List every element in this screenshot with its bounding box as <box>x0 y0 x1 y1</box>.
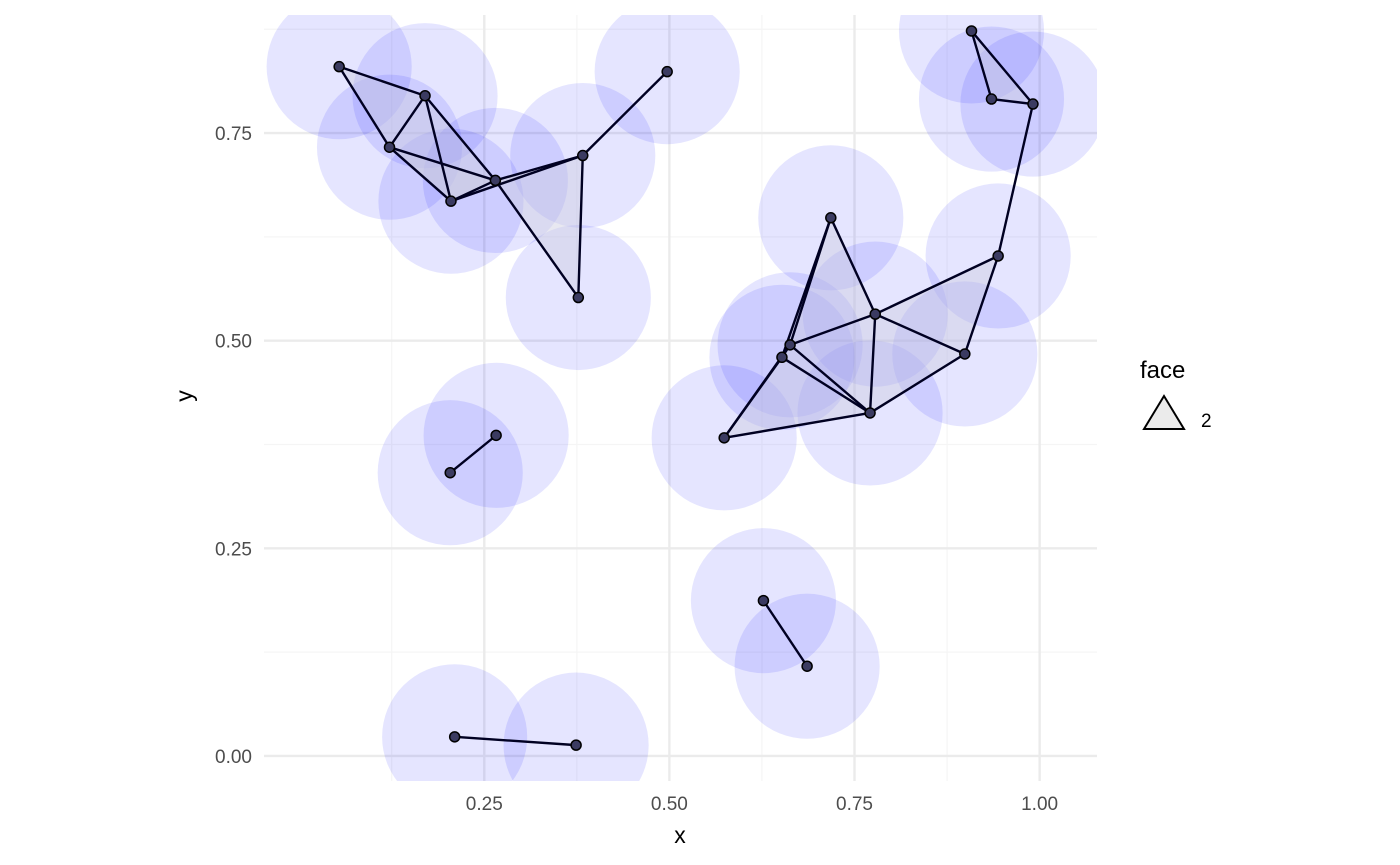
data-point <box>776 351 788 364</box>
ball <box>382 664 528 781</box>
edge <box>577 154 584 299</box>
edge <box>874 312 967 356</box>
y-tick-label: 0.25 <box>215 539 252 560</box>
ball <box>898 15 1045 104</box>
data-point <box>825 212 837 224</box>
y-tick-label: 0.00 <box>215 747 252 768</box>
data-point <box>661 65 673 78</box>
data-point <box>985 93 998 105</box>
edge <box>388 146 497 182</box>
data-point <box>570 739 582 751</box>
data-point <box>577 149 589 162</box>
data-point <box>572 291 585 304</box>
y-tick-label: 0.75 <box>215 124 252 145</box>
face-triangle <box>790 314 876 413</box>
edge <box>996 102 1035 258</box>
edge <box>388 94 427 149</box>
data-point <box>383 141 396 153</box>
edge <box>423 94 497 182</box>
edge <box>963 254 1000 356</box>
ball <box>594 15 740 145</box>
face-triangle <box>781 344 871 413</box>
data-point <box>801 660 813 672</box>
x-tick-label: 1.00 <box>1021 794 1058 815</box>
x-tick-label: 0.25 <box>466 794 503 815</box>
edge <box>449 434 498 474</box>
legend-title: face <box>1140 357 1185 384</box>
edge <box>788 312 877 347</box>
face-triangle <box>495 155 583 298</box>
edge <box>494 154 584 182</box>
edge <box>990 97 1035 106</box>
face-triangle <box>870 314 965 413</box>
edge <box>788 343 872 415</box>
data-point <box>757 594 770 607</box>
edge <box>581 70 669 157</box>
data-point <box>992 250 1004 262</box>
data-point <box>784 339 796 351</box>
legend: face 2 <box>1140 357 1212 432</box>
edge <box>970 29 1035 106</box>
face-triangle <box>389 147 496 202</box>
edge <box>494 179 580 299</box>
legend-key-triangle <box>1142 394 1186 430</box>
edge <box>449 154 584 203</box>
edge <box>722 411 872 440</box>
ball <box>266 15 412 140</box>
face-triangle <box>339 66 426 148</box>
edge <box>337 65 427 97</box>
edge <box>780 356 872 415</box>
point-layer <box>333 25 1039 751</box>
edge <box>423 94 453 203</box>
data-point <box>490 429 502 442</box>
y-axis-ticks: 0.00 0.25 0.50 0.75 <box>215 124 252 768</box>
edge <box>788 216 833 347</box>
x-axis-ticks: 0.25 0.50 0.75 1.00 <box>466 794 1058 815</box>
data-point <box>444 466 456 479</box>
edge <box>453 735 578 747</box>
legend-label: 2 <box>1201 411 1212 432</box>
x-tick-label: 0.75 <box>836 794 873 815</box>
y-axis-title: y <box>171 390 197 402</box>
edge-layer <box>337 29 1035 747</box>
face-triangle <box>389 95 451 202</box>
edge <box>762 599 809 668</box>
edge <box>388 146 453 203</box>
data-point <box>965 25 978 37</box>
data-point <box>1027 98 1039 110</box>
edge <box>337 65 391 149</box>
minor-grid <box>264 15 1097 781</box>
data-point <box>959 348 971 360</box>
major-grid <box>264 15 1097 781</box>
edge <box>874 254 1000 316</box>
data-point <box>448 731 461 743</box>
x-tick-label: 0.50 <box>651 794 688 815</box>
data-point <box>445 195 457 207</box>
edge <box>970 29 993 101</box>
edge <box>868 352 967 415</box>
face-triangle <box>790 217 876 345</box>
x-axis-title: x <box>674 822 686 848</box>
data-point <box>864 407 876 419</box>
data-point <box>718 432 730 444</box>
data-point <box>869 308 881 320</box>
data-point <box>419 89 431 102</box>
edge <box>868 312 877 415</box>
data-point <box>489 174 502 187</box>
ball <box>503 672 649 781</box>
edge <box>829 216 877 316</box>
y-tick-label: 0.50 <box>215 332 252 353</box>
face-triangle <box>724 357 871 438</box>
face-triangle <box>875 255 999 354</box>
data-point <box>333 60 345 73</box>
